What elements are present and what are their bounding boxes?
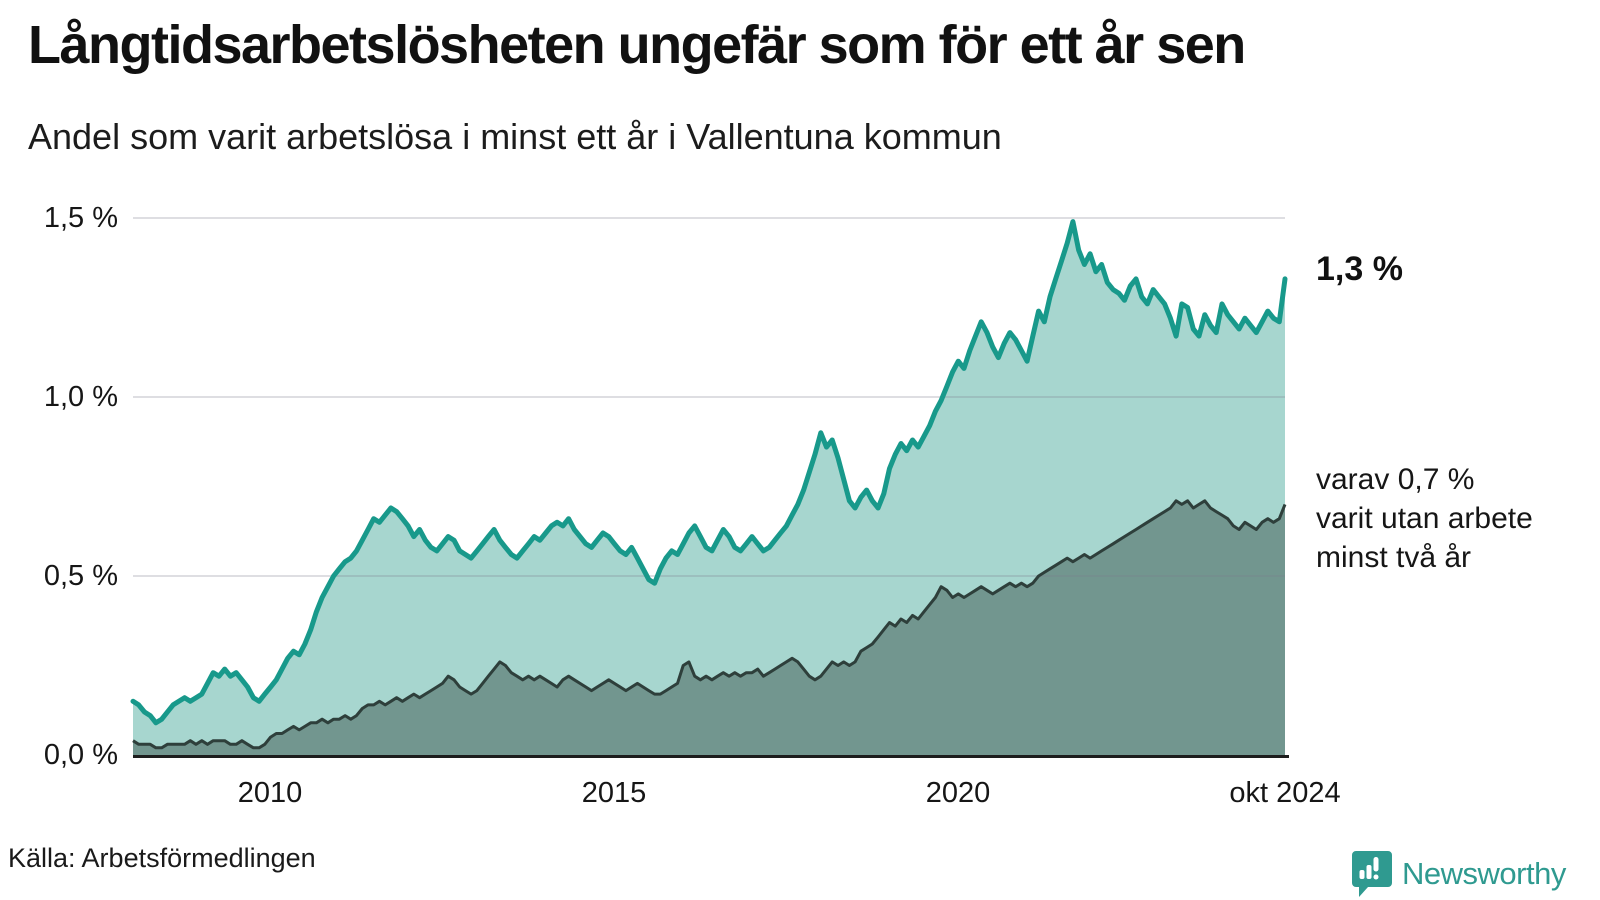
secondary-series-annotation: varav 0,7 % varit utan arbete minst två … [1316, 460, 1586, 577]
secondary-annotation-line2: varit utan arbete [1316, 502, 1533, 535]
page-subtitle: Andel som varit arbetslösa i minst ett å… [28, 116, 1002, 157]
line-two-years [132, 499, 1287, 750]
y-tick-1-5: 1,5 % [43, 202, 118, 234]
secondary-annotation-line1: varav 0,7 % [1316, 463, 1475, 496]
newsworthy-bubble-barchart-icon [1352, 851, 1392, 897]
source-attribution: Källa: Arbetsförmedlingen [8, 843, 316, 873]
line-total [130, 219, 1288, 726]
x-tick-2015: 2015 [581, 777, 647, 809]
y-tick-0-0: 0,0 % [43, 739, 118, 771]
y-tick-0-5: 0,5 % [43, 560, 118, 592]
y-tick-1-0: 1,0 % [43, 381, 118, 413]
area-two-years [133, 500, 1285, 755]
secondary-annotation-line3: minst två år [1316, 541, 1472, 574]
page-title: Långtidsarbetslösheten ungefär som för e… [28, 15, 1246, 75]
x-tick-2010: 2010 [237, 777, 303, 809]
brand-name: Newsworthy [1402, 856, 1566, 891]
x-tick-2020: 2020 [925, 777, 991, 809]
brand-logo: Newsworthy [1352, 850, 1566, 898]
x-tick-okt-2024: okt 2024 [1229, 777, 1341, 809]
latest-value-label: 1,3 % [1316, 250, 1403, 288]
